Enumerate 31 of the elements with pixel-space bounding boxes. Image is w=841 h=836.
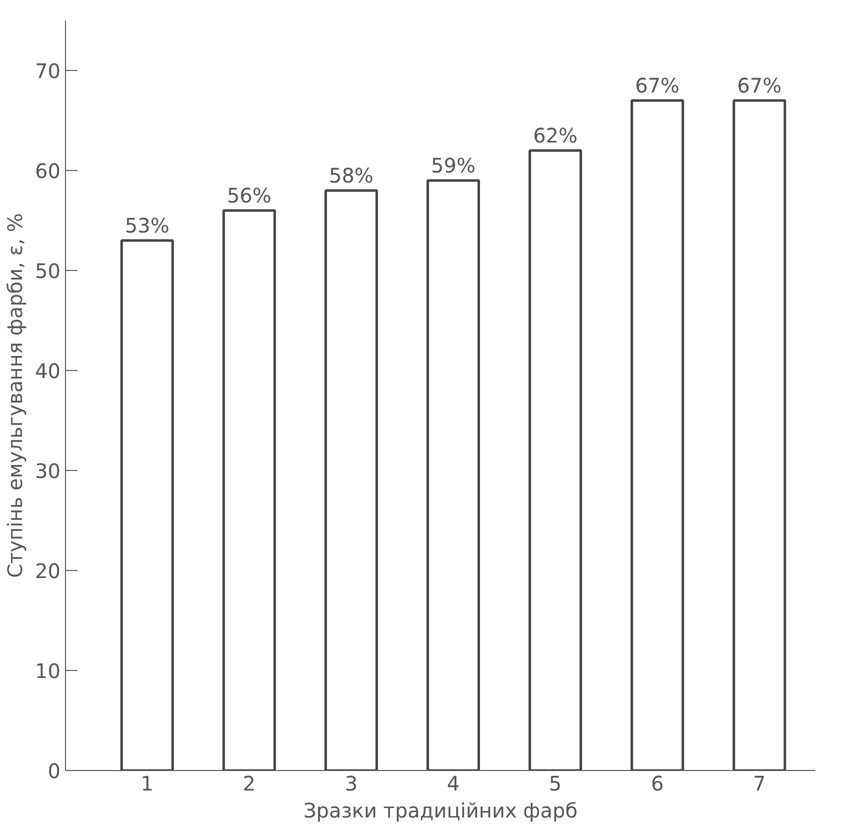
y-tick-label: 50 [35,259,61,283]
y-tick-label: 40 [35,359,61,383]
bar [324,189,378,770]
x-tick-label: 4 [446,772,460,796]
bar [630,99,684,770]
bar [222,209,276,770]
x-axis-title: Зразки традиційних фарб [303,798,578,822]
y-tick-label: 30 [35,459,61,483]
x-tick-label: 7 [753,772,766,796]
data-label: 62% [533,124,578,148]
bar [120,239,174,770]
bar [426,179,480,770]
y-tick-label: 20 [35,559,61,583]
y-tick-label: 60 [35,159,61,183]
data-label: 53% [124,214,170,238]
y-tick-label: 0 [48,759,61,783]
x-tick-label: 2 [242,772,256,796]
x-tick-label: 6 [650,772,664,796]
data-label: 56% [226,184,272,208]
x-tick-label: 3 [344,772,358,796]
data-label: 67% [635,74,680,98]
y-tick-label: 70 [35,59,61,83]
y-tick-label: 10 [35,659,61,683]
bar [732,99,786,770]
data-label: 67% [737,74,782,98]
data-label: 58% [328,164,374,188]
data-label: 59% [431,154,476,178]
x-tick-label: 5 [548,772,562,796]
bar [528,149,582,770]
y-axis-title: Ступінь емульгування фарби, ε, % [3,213,28,578]
x-tick-label: 1 [140,772,154,796]
